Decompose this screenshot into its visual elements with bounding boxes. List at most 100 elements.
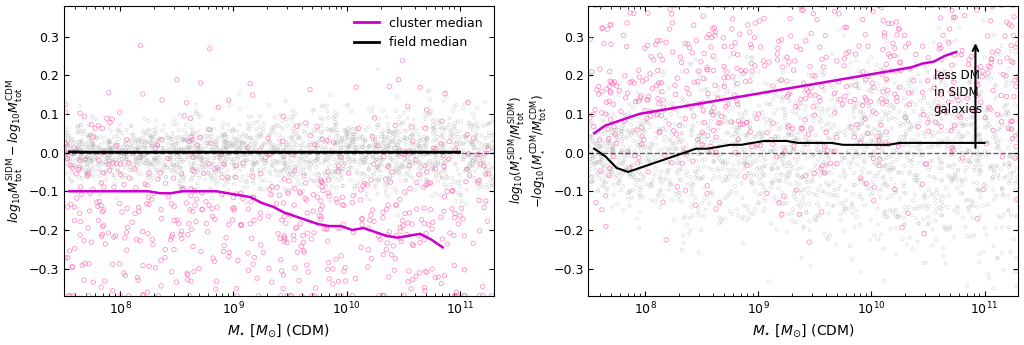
- Point: [462, 174, 478, 179]
- Point: [470, 185, 486, 191]
- Point: [1005, 170, 1021, 176]
- Point: [711, 221, 727, 226]
- Point: [206, 149, 222, 155]
- Point: [887, 80, 903, 86]
- Point: [787, 180, 804, 186]
- Point: [596, 41, 612, 47]
- Point: [976, 181, 992, 187]
- Point: [669, 145, 685, 150]
- Point: [446, 161, 463, 166]
- Point: [447, 198, 464, 204]
- Point: [855, 115, 871, 120]
- Point: [687, 195, 703, 201]
- Point: [786, 147, 803, 152]
- Point: [858, 97, 874, 103]
- Point: [164, 162, 180, 167]
- Point: [150, 167, 166, 173]
- Point: [779, 94, 796, 99]
- Point: [755, 174, 771, 179]
- Point: [345, 139, 361, 145]
- Point: [329, 127, 345, 132]
- Point: [433, 132, 450, 138]
- Point: [692, 102, 709, 108]
- Point: [826, 110, 843, 116]
- Point: [716, 75, 732, 80]
- Point: [665, 106, 681, 111]
- Point: [658, 237, 675, 243]
- Point: [182, 144, 199, 150]
- Point: [624, 171, 640, 177]
- Point: [307, 144, 324, 149]
- Point: [437, 127, 454, 133]
- Point: [447, 161, 464, 167]
- Point: [60, 163, 77, 169]
- Point: [854, 170, 870, 175]
- Point: [238, 200, 254, 205]
- Point: [90, 204, 106, 209]
- Point: [283, 135, 299, 141]
- Point: [587, 107, 603, 112]
- Point: [1000, 164, 1017, 170]
- Point: [355, 141, 372, 146]
- Point: [484, 137, 501, 143]
- Point: [870, 170, 887, 175]
- Point: [691, 151, 708, 157]
- Point: [308, 156, 325, 161]
- Point: [883, 102, 899, 108]
- Point: [252, 215, 268, 221]
- Point: [81, 168, 97, 174]
- Point: [298, 144, 314, 150]
- Point: [943, 147, 959, 153]
- Point: [772, 95, 788, 100]
- Point: [801, 185, 817, 190]
- Point: [611, 88, 628, 93]
- Point: [699, 183, 716, 188]
- Point: [403, 148, 420, 154]
- Point: [388, 142, 404, 148]
- Point: [101, 139, 118, 145]
- Point: [936, 3, 952, 8]
- Point: [645, 152, 662, 158]
- Point: [270, 137, 287, 142]
- Point: [611, 177, 628, 183]
- Point: [874, 101, 891, 106]
- Point: [990, 144, 1007, 149]
- Point: [706, 68, 722, 73]
- Point: [961, 158, 977, 164]
- Point: [457, 139, 473, 145]
- Point: [393, 178, 410, 183]
- Point: [750, 3, 766, 8]
- Point: [110, 142, 126, 148]
- Point: [434, 236, 451, 242]
- Point: [247, 158, 263, 164]
- Point: [221, 250, 238, 255]
- Point: [326, 139, 342, 145]
- Point: [469, 125, 485, 131]
- Point: [773, 37, 790, 42]
- Point: [400, 165, 417, 170]
- Point: [627, 154, 643, 159]
- Point: [85, 141, 101, 147]
- Point: [404, 133, 421, 138]
- Point: [146, 161, 163, 167]
- Point: [132, 43, 148, 48]
- Point: [787, 138, 804, 144]
- Point: [603, 170, 620, 176]
- Point: [84, 114, 100, 119]
- Point: [714, 219, 730, 225]
- Point: [622, 167, 638, 172]
- Point: [432, 120, 449, 126]
- Point: [855, 69, 871, 75]
- Point: [777, 149, 794, 154]
- Point: [869, 221, 886, 227]
- Point: [622, 173, 638, 178]
- Point: [660, 100, 677, 106]
- Point: [72, 139, 88, 145]
- Point: [304, 293, 321, 298]
- Point: [877, 142, 893, 148]
- Point: [924, 129, 940, 134]
- Point: [837, 132, 853, 138]
- Point: [825, 85, 842, 90]
- Point: [888, 189, 904, 195]
- Point: [947, 115, 964, 121]
